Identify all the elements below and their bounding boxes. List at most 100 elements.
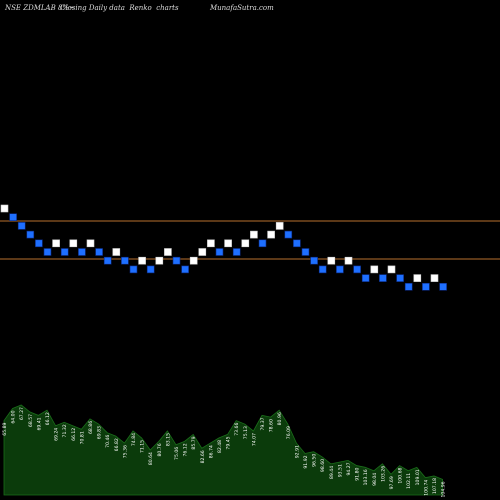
volume-label: 73.66	[234, 423, 240, 436]
renko-brick-up	[138, 256, 146, 265]
renko-brick-down	[318, 265, 327, 274]
volume-label: 71.15	[140, 440, 146, 453]
volume-label: 74.84	[131, 433, 137, 446]
renko-brick-up	[86, 239, 95, 248]
volume-label: 91.92	[303, 455, 309, 468]
volume-label: 66.12	[45, 412, 51, 425]
renko-brick-up	[164, 248, 172, 256]
volume-label: 74.07	[251, 433, 257, 446]
volume-label: 83.15	[165, 433, 171, 446]
volume-label: 69.41	[36, 417, 42, 430]
renko-brick-down	[293, 239, 301, 248]
volume-label: 76.09	[286, 426, 292, 439]
volume-label: 92.91	[294, 445, 300, 458]
arrow-icon: ~	[69, 4, 75, 12]
volume-label: 70.46	[105, 435, 111, 448]
volume-label: 94.27	[346, 462, 352, 475]
renko-brick-up	[250, 230, 258, 239]
renko-brick-down	[129, 265, 138, 274]
volume-label: 98.04	[372, 473, 378, 486]
renko-brick-up	[267, 230, 275, 239]
renko-brick-down	[103, 256, 112, 265]
volume-label: 69.83	[97, 426, 103, 439]
renko-brick-down	[78, 248, 86, 256]
chart-description: Closing Daily data Renko charts	[60, 4, 179, 12]
renko-brick-up	[207, 239, 215, 248]
volume-label: 70.81	[79, 431, 85, 444]
renko-brick-down	[121, 256, 129, 265]
renko-brick-down	[404, 282, 413, 291]
volume-label: 102.11	[406, 473, 412, 489]
volume-label: 68.57	[28, 414, 34, 427]
volume-label: 93.51	[337, 464, 343, 477]
renko-brick-down	[258, 239, 267, 248]
volume-label: 69.24	[54, 428, 60, 441]
renko-brick-down	[9, 213, 17, 221]
volume-label: 103.26	[380, 466, 386, 482]
renko-brick-up	[52, 239, 60, 248]
renko-brick-up	[0, 204, 9, 213]
volume-label: 80.76	[157, 443, 163, 456]
volume-label: 109.01	[415, 469, 421, 485]
volume-label: 78.60	[269, 419, 275, 432]
volume-label: 76.12	[183, 443, 189, 456]
renko-brick-up	[370, 265, 379, 274]
site-credit: MunafaSutra.com	[210, 4, 274, 12]
volume-label: 97.69	[389, 476, 395, 489]
renko-brick-up	[198, 248, 207, 256]
renko-brick-down	[60, 248, 69, 256]
renko-brick-down	[422, 282, 430, 291]
volume-label: 79.37	[260, 417, 266, 430]
renko-brick-up	[413, 274, 422, 282]
volume-label: 66.12	[71, 428, 77, 441]
volume-label: 75.13	[243, 426, 249, 439]
volume-label: 82.48	[217, 440, 223, 453]
volume-label: 80.96	[277, 412, 283, 425]
renko-brick-up	[387, 265, 396, 274]
volume-label: 100.68	[398, 468, 404, 484]
renko-brick-down	[396, 274, 404, 282]
renko-brick-down	[379, 274, 387, 282]
renko-brick-down	[215, 248, 224, 256]
renko-brick-down	[43, 248, 52, 256]
renko-brick-up	[112, 248, 121, 256]
volume-label: 98.60	[320, 459, 326, 472]
renko-brick-down	[17, 222, 26, 230]
renko-brick-up	[430, 274, 439, 282]
renko-brick-down	[361, 274, 370, 282]
volume-label: 68.86	[88, 421, 94, 434]
renko-brick-up	[344, 256, 353, 265]
renko-brick-down	[336, 265, 344, 274]
renko-brick-up	[241, 239, 250, 248]
renko-brick-down	[181, 265, 189, 274]
volume-label: 65.89	[2, 423, 8, 436]
volume-label: 75.36	[122, 445, 128, 458]
volume-label: 75.06	[174, 447, 180, 460]
volume-label: 79.45	[226, 436, 232, 449]
chart-symbol-title: NSE ZDMLAB 8%~	[5, 4, 75, 12]
renko-brick-up	[189, 256, 198, 265]
volume-label: 80.64	[148, 452, 154, 465]
renko-brick-down	[26, 230, 35, 239]
renko-brick-down	[353, 265, 361, 274]
volume-label: 100.74	[423, 480, 429, 496]
renko-brick-up	[69, 239, 78, 248]
renko-brick-up	[224, 239, 232, 248]
volume-label: 64.00	[11, 410, 17, 423]
volume-label: 86.74	[208, 445, 214, 458]
volume-label: 82.66	[200, 450, 206, 463]
volume-label: 91.80	[355, 468, 361, 481]
renko-brick-down	[172, 256, 181, 265]
renko-brick-down	[301, 248, 310, 256]
renko-brick-down	[232, 248, 241, 256]
volume-area	[3, 404, 443, 496]
renko-brick-up	[327, 256, 336, 265]
renko-brick-up	[275, 222, 284, 230]
renko-brick-down	[284, 230, 293, 239]
volume-label: 66.82	[114, 438, 120, 451]
renko-brick-down	[310, 256, 318, 265]
volume-label: 89.44	[329, 466, 335, 479]
renko-brick-down	[35, 239, 43, 248]
volume-label: 96.50	[312, 454, 318, 467]
